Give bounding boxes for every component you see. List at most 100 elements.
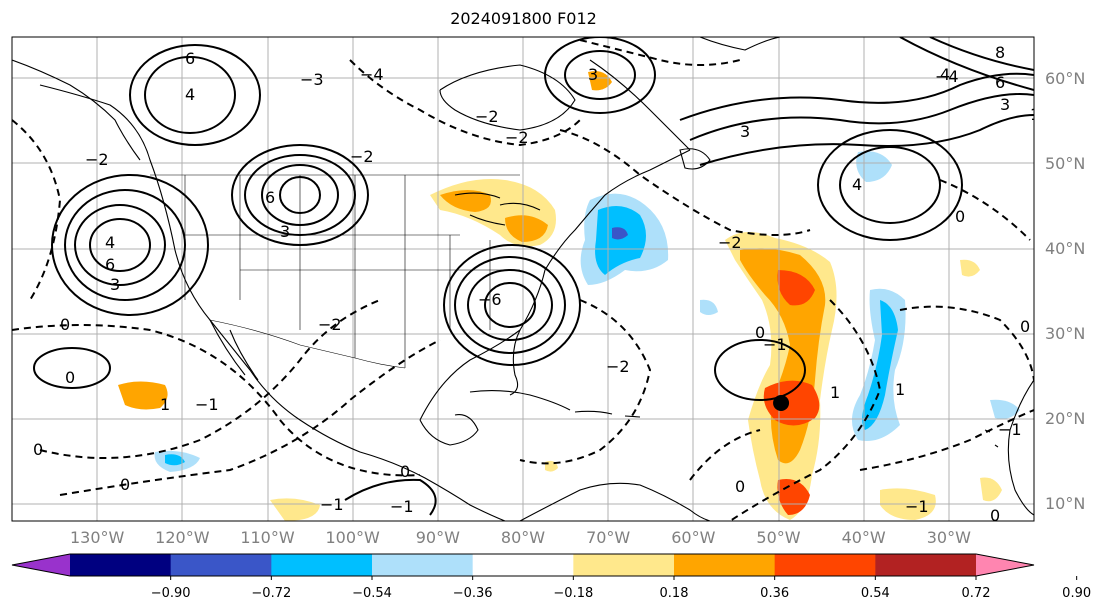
colorbar-tick-label: 0.90 <box>1062 586 1092 601</box>
longitude-label: 50°W <box>756 528 801 547</box>
contour-low-east-2 <box>467 269 553 341</box>
labrador <box>589 59 691 151</box>
contour-low-hudson-2 <box>564 50 636 100</box>
shading-orange-greatlakes-2 <box>505 215 548 242</box>
shading-blue-canada <box>856 151 892 182</box>
contour-dashed-4 <box>519 299 652 465</box>
contour-dashed-12 <box>939 179 1031 241</box>
shading-navy-eastcoast <box>612 227 628 240</box>
contour-label: 6 <box>265 188 275 207</box>
colorbar-extend-low <box>12 554 70 576</box>
colorbar-tick-label: 0.18 <box>659 586 689 601</box>
colorbar-segment <box>372 554 474 576</box>
latitude-label: 60°N <box>1045 69 1086 89</box>
contour-label: 0 <box>65 368 75 387</box>
colorbar-segment <box>170 554 272 576</box>
contour-low-east-1 <box>484 282 536 328</box>
contour-dashed-9 <box>349 59 581 147</box>
map-frame <box>11 36 1035 522</box>
contour-label: −1 <box>763 335 787 354</box>
south-america-coast <box>519 482 711 521</box>
colorbar-tick-label: −0.54 <box>352 586 392 601</box>
great-lakes <box>454 192 541 226</box>
contour-label: −1 <box>390 497 414 516</box>
longitude-label: 70°W <box>586 528 631 547</box>
contour-label: −1 <box>905 497 929 516</box>
contour-label: −2 <box>475 107 499 126</box>
contour-dashed-7 <box>899 305 1034 381</box>
baja <box>209 319 259 381</box>
west-africa <box>1007 379 1034 516</box>
longitude-label: 110°W <box>240 528 295 547</box>
contour-labels: 6 4 3 0 −2 6 3 −6 −3 −4 −2 4 6 −2 −2 0 3… <box>33 43 1040 525</box>
contour-label: 0 <box>990 506 1000 525</box>
contour-label: 4 <box>940 65 950 84</box>
longitude-label: 40°W <box>841 528 886 547</box>
contour-label: −1 <box>320 495 344 514</box>
shading-red-north <box>777 270 815 306</box>
shaded-anomaly-fields <box>118 71 1020 521</box>
contour-high-alaska-2 <box>144 56 236 134</box>
contour-dashed-3 <box>59 339 441 496</box>
colorbar-tick-label: 0.36 <box>760 586 790 601</box>
contour-dashed-2 <box>39 299 381 459</box>
colorbar-segment <box>271 554 373 576</box>
latitude-label: 30°N <box>1045 324 1086 344</box>
contour-label: −2 <box>606 357 630 376</box>
colorbar-extend-high <box>976 554 1034 576</box>
contour-label: −2 <box>85 150 109 169</box>
contour-label: 3 <box>110 275 120 294</box>
yucatan <box>419 414 479 446</box>
contour-dashed-10 <box>12 119 62 301</box>
contour-label: 1 <box>1030 105 1040 124</box>
contour-label: 3 <box>740 122 750 141</box>
latitude-label: 50°N <box>1045 154 1086 174</box>
longitude-label: 120°W <box>155 528 210 547</box>
contour-label: 3 <box>1000 95 1010 114</box>
shading-yellow-eastatl <box>980 477 1002 502</box>
contour-label: −1 <box>195 395 219 414</box>
hispaniola <box>574 410 613 415</box>
contour-low-east-3 <box>454 256 566 354</box>
shading-blue-caribbean <box>700 299 718 315</box>
contour-dashed-11 <box>579 39 741 66</box>
contour-high-pacific-3 <box>64 189 186 301</box>
contour-low-west-3 <box>244 154 356 236</box>
latitude-label: 40°N <box>1045 239 1086 259</box>
florida <box>509 329 521 396</box>
contour-label: 6 <box>105 255 115 274</box>
colorbar-segment <box>774 554 876 576</box>
longitude-label: 80°W <box>500 528 546 547</box>
newfoundland <box>679 148 711 170</box>
latitude-label: 20°N <box>1045 409 1086 429</box>
longitude-label: 90°W <box>415 528 460 547</box>
contour-greenland <box>929 37 1034 71</box>
contour-label: 1 <box>830 383 840 402</box>
contour-label: 6 <box>995 73 1005 92</box>
contour-lines <box>12 37 1034 521</box>
contour-label: 3 <box>588 65 598 84</box>
contour-storm-1 <box>714 339 806 401</box>
colorbar-tick-label: 0.54 <box>860 586 890 601</box>
contour-label: 4 <box>105 233 115 252</box>
contour-atlantic-jet-1 <box>689 93 1034 141</box>
contour-label: 0 <box>955 207 965 226</box>
colorbar-tick-label: −0.36 <box>452 586 493 601</box>
colorbar-segment <box>674 554 776 576</box>
contour-greenland-2 <box>899 37 1034 91</box>
storm-center-marker <box>773 394 790 411</box>
contour-label: −2 <box>350 147 374 166</box>
contour-label: −2 <box>718 233 742 252</box>
map-title: 2024091800 F012 <box>450 9 597 28</box>
contour-low-west-2 <box>261 164 339 226</box>
shading-deepblue-pacific <box>165 454 185 466</box>
contour-high-pacific-1 <box>89 218 151 272</box>
gulf-coast <box>419 149 691 421</box>
contour-high-pacific-2 <box>74 204 166 286</box>
contour-low-hudson <box>544 37 656 114</box>
longitude-label: 30°W <box>926 528 971 547</box>
contour-low-west-1 <box>279 176 321 214</box>
contour-label: 0 <box>1020 317 1030 336</box>
shading-orange-hudson <box>588 71 612 91</box>
